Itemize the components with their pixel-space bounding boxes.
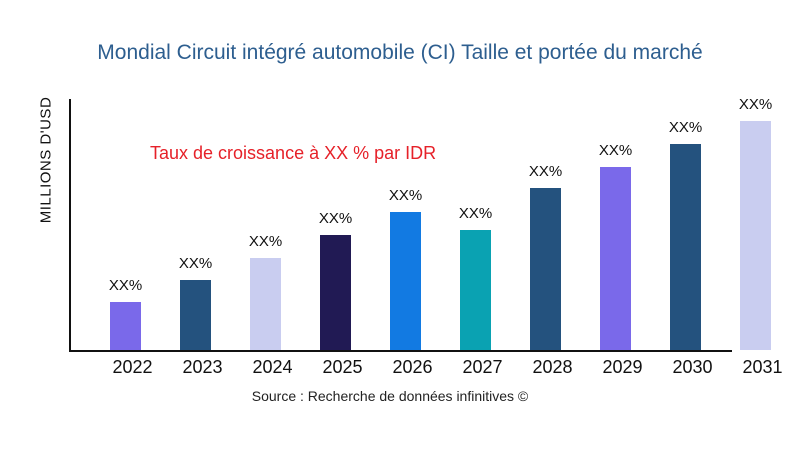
- x-tick-label-2029: 2029: [602, 357, 643, 377]
- bar-2030: [670, 144, 701, 350]
- bar-2027: [460, 230, 491, 350]
- x-tick-label-2030: 2030: [672, 357, 713, 377]
- bar-2026: [390, 212, 421, 350]
- bar-value-label-2024: XX%: [248, 233, 283, 250]
- bar-value-label-2031: XX%: [738, 96, 773, 113]
- bar-2028: [530, 188, 561, 350]
- x-axis-line: [69, 350, 732, 352]
- chart-title: Mondial Circuit intégré automobile (CI) …: [97, 41, 703, 64]
- bar-2024: [250, 258, 281, 350]
- x-tick-label-2022: 2022: [112, 357, 153, 377]
- source-caption: Source : Recherche de données infinitive…: [251, 388, 529, 404]
- x-tick-label-2031: 2031: [742, 357, 783, 377]
- bar-2023: [180, 280, 211, 350]
- bar-2025: [320, 235, 351, 350]
- x-tick-label-2028: 2028: [532, 357, 573, 377]
- bar-value-label-2023: XX%: [178, 255, 213, 272]
- x-tick-label-2024: 2024: [252, 357, 293, 377]
- bar-value-label-2022: XX%: [108, 277, 143, 294]
- x-tick-label-2025: 2025: [322, 357, 363, 377]
- y-axis-title: MILLIONS D'USD: [37, 96, 55, 224]
- growth-rate-annotation: Taux de croissance à XX % par IDR: [150, 143, 437, 163]
- x-tick-label-2027: 2027: [462, 357, 503, 377]
- bar-value-label-2025: XX%: [318, 210, 353, 227]
- bar-value-label-2028: XX%: [528, 163, 563, 180]
- bar-value-label-2030: XX%: [668, 119, 703, 136]
- bar-2029: [600, 167, 631, 350]
- x-tick-label-2023: 2023: [182, 357, 223, 377]
- bar-value-label-2027: XX%: [458, 205, 493, 222]
- bar-value-label-2029: XX%: [598, 142, 633, 159]
- bar-2031: [740, 121, 771, 350]
- bar-2022: [110, 302, 141, 350]
- y-axis-line: [69, 99, 71, 352]
- bar-value-label-2026: XX%: [388, 187, 423, 204]
- x-tick-label-2026: 2026: [392, 357, 433, 377]
